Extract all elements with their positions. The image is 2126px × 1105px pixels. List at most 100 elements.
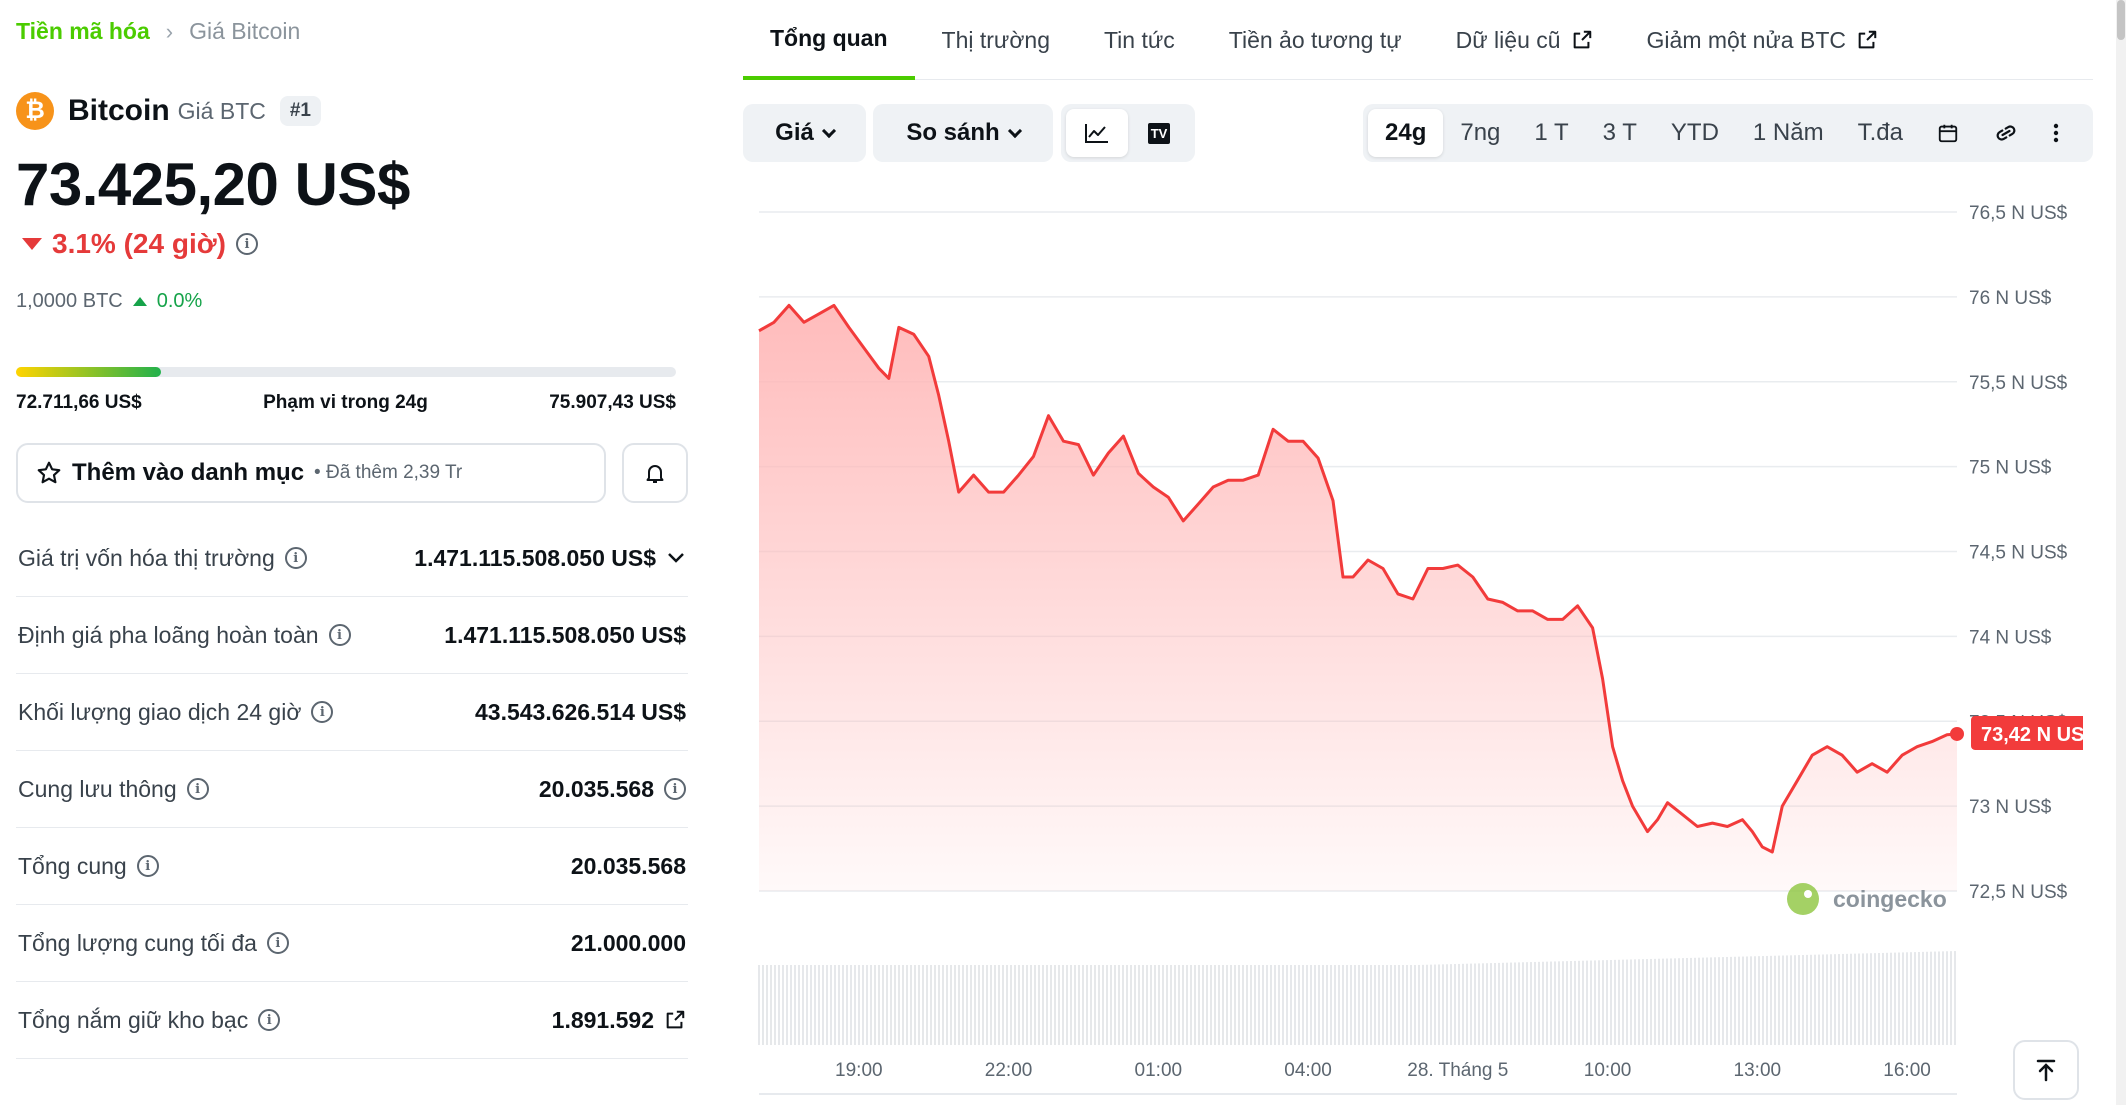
stat-row: Cung lưu thông i 20.035.568 i bbox=[16, 751, 688, 828]
price-alert-button[interactable] bbox=[622, 443, 688, 503]
calendar-button[interactable] bbox=[1920, 109, 1976, 157]
range-option-6[interactable]: T.đa bbox=[1857, 119, 1903, 146]
chart-panel: Tổng quan Thị trường Tin tức Tiền ảo tương … bbox=[743, 0, 2095, 1105]
x-tick-label: 28. Tháng 5 bbox=[1407, 1060, 1508, 1081]
stat-value: 1.891.592 bbox=[552, 1007, 686, 1034]
range-label: Phạm vi trong 24g bbox=[263, 392, 428, 413]
range-24h-fill bbox=[16, 367, 162, 377]
line-chart-icon bbox=[1085, 124, 1108, 143]
watchlist-label: Thêm vào danh mục bbox=[72, 459, 305, 486]
tradingview-button[interactable]: TV bbox=[1128, 109, 1190, 157]
chevron-down-icon[interactable] bbox=[666, 551, 686, 565]
external-link-icon[interactable] bbox=[664, 1009, 686, 1031]
stat-row: Giá trị vốn hóa thị trường i 1.471.115.508… bbox=[16, 520, 688, 597]
stat-label-text: Tổng lượng cung tối đa bbox=[18, 929, 257, 956]
range-high: 75.907,43 US$ bbox=[549, 392, 676, 413]
breadcrumb-current: Giá Bitcoin bbox=[189, 18, 301, 44]
more-options-button[interactable] bbox=[2036, 109, 2076, 157]
page-scrollbar[interactable] bbox=[2116, 0, 2126, 1105]
triangle-down-icon bbox=[22, 238, 42, 250]
range-option-0[interactable]: 24g bbox=[1368, 109, 1444, 157]
range-option-1[interactable]: 7ng bbox=[1460, 119, 1501, 146]
info-icon[interactable]: i bbox=[235, 233, 258, 255]
tab-0[interactable]: Tổng quan bbox=[743, 0, 915, 80]
add-to-watchlist-button[interactable]: Thêm vào danh mục • Đã thêm 2,39 Tr bbox=[16, 443, 606, 503]
tab-4[interactable]: Dữ liệu cũ bbox=[1429, 0, 1620, 80]
stat-label-text: Định giá pha loãng hoàn toàn bbox=[18, 621, 319, 648]
x-tick-label: 22:00 bbox=[985, 1060, 1033, 1081]
line-chart-button[interactable] bbox=[1066, 109, 1128, 157]
bitcoin-logo-icon: ₿ bbox=[16, 92, 54, 130]
stat-label-text: Cung lưu thông bbox=[18, 775, 177, 802]
tab-label: Giảm một nửa BTC bbox=[1646, 26, 1846, 53]
stat-value-text: 43.543.626.514 US$ bbox=[474, 698, 686, 725]
stat-value: 43.543.626.514 US$ bbox=[475, 699, 686, 726]
x-tick-label: 10:00 bbox=[1584, 1060, 1632, 1081]
price-line bbox=[758, 303, 1958, 854]
stat-row: Tổng nắm giữ kho bạc i 1.891.592 bbox=[16, 982, 688, 1059]
tab-1[interactable]: Thị trường bbox=[915, 0, 1077, 80]
stat-value: 1.471.115.508.050 US$ bbox=[414, 545, 686, 572]
stat-label: Tổng cung i bbox=[18, 853, 159, 880]
chevron-down-icon bbox=[821, 123, 836, 138]
stat-row: Tổng lượng cung tối đa i 21.000.000 bbox=[16, 905, 688, 982]
info-icon[interactable]: i bbox=[258, 1009, 281, 1031]
scrollbar-thumb[interactable] bbox=[2117, 0, 2125, 40]
x-tick-label: 16:00 bbox=[1883, 1060, 1931, 1081]
tab-3[interactable]: Tiền ảo tương tự bbox=[1202, 0, 1429, 80]
calendar-icon bbox=[1938, 124, 1958, 143]
y-tick-label: 73 N US$ bbox=[1969, 797, 2052, 818]
stat-label: Cung lưu thông i bbox=[18, 776, 209, 803]
tab-label: Tổng quan bbox=[770, 24, 888, 51]
stat-value-text: 20.035.568 bbox=[538, 775, 654, 802]
arrow-up-icon bbox=[2036, 1059, 2056, 1082]
info-icon[interactable]: i bbox=[186, 778, 209, 800]
external-link-icon[interactable] bbox=[1571, 29, 1593, 51]
breadcrumb-cryptocurrencies-link[interactable]: Tiền mã hóa bbox=[16, 18, 150, 44]
y-tick-label: 74 N US$ bbox=[1969, 627, 2052, 648]
chevron-down-icon bbox=[1007, 123, 1022, 138]
stat-value-text: 21.000.000 bbox=[570, 929, 686, 956]
current-price-label: 73,42 N US$ bbox=[1981, 724, 2083, 746]
price-dropdown[interactable]: Giá bbox=[743, 104, 866, 162]
tab-label: Dữ liệu cũ bbox=[1455, 26, 1561, 53]
range-option-2[interactable]: 1 T bbox=[1534, 119, 1569, 146]
range-option-3[interactable]: 3 T bbox=[1602, 119, 1637, 146]
range-24h-bar bbox=[16, 367, 676, 377]
stat-value: 20.035.568 i bbox=[539, 776, 686, 803]
chart-toolbar: Giá So sánh TV 24g 7ng 1 T 3 T YTD 1 Năm T.đa bbox=[743, 104, 2093, 162]
price-chart[interactable]: 72,5 N US$73 N US$73,5 N US$74 N US$74,5… bbox=[743, 190, 2083, 1105]
price-area-fill bbox=[759, 305, 1957, 891]
coin-summary-panel: Tiền mã hóa › Giá Bitcoin ₿ Bitcoin Giá … bbox=[16, 0, 690, 1105]
stat-value: 1.471.115.508.050 US$ bbox=[444, 622, 686, 649]
info-icon[interactable]: i bbox=[266, 932, 289, 954]
info-icon[interactable]: i bbox=[311, 701, 334, 723]
info-icon[interactable]: i bbox=[284, 547, 307, 569]
info-icon[interactable]: i bbox=[664, 778, 686, 800]
info-icon[interactable]: i bbox=[136, 855, 159, 877]
range-option-5[interactable]: 1 Năm bbox=[1752, 119, 1824, 146]
range-option-4[interactable]: YTD bbox=[1670, 119, 1719, 146]
x-tick-label: 01:00 bbox=[1135, 1060, 1183, 1081]
info-icon[interactable]: i bbox=[328, 624, 351, 646]
coingecko-logo-icon bbox=[1787, 883, 1819, 915]
x-tick-label: 13:00 bbox=[1734, 1060, 1782, 1081]
watchlist-count: • Đã thêm 2,39 Tr bbox=[314, 462, 463, 483]
share-link-button[interactable] bbox=[1976, 109, 2036, 157]
stat-value: 20.035.568 bbox=[571, 853, 686, 880]
y-tick-label: 75,5 N US$ bbox=[1969, 373, 2068, 394]
stat-label: Định giá pha loãng hoàn toàn i bbox=[18, 622, 351, 649]
tab-2[interactable]: Tin tức bbox=[1077, 0, 1202, 80]
stat-value-text: 20.035.568 bbox=[570, 852, 686, 879]
stat-label: Khối lượng giao dịch 24 giờ i bbox=[18, 699, 334, 726]
y-tick-label: 72,5 N US$ bbox=[1969, 882, 2068, 903]
external-link-icon[interactable] bbox=[1856, 29, 1878, 51]
coin-name: Bitcoin bbox=[68, 94, 170, 127]
stat-row: Tổng cung i 20.035.568 bbox=[16, 828, 688, 905]
tab-5[interactable]: Giảm một nửa BTC bbox=[1620, 0, 1905, 80]
y-tick-label: 75 N US$ bbox=[1969, 458, 2052, 479]
scroll-to-top-button[interactable] bbox=[2013, 1040, 2079, 1100]
compare-dropdown[interactable]: So sánh bbox=[873, 104, 1053, 162]
more-vertical-icon bbox=[2053, 123, 2059, 143]
bell-icon bbox=[646, 465, 664, 483]
